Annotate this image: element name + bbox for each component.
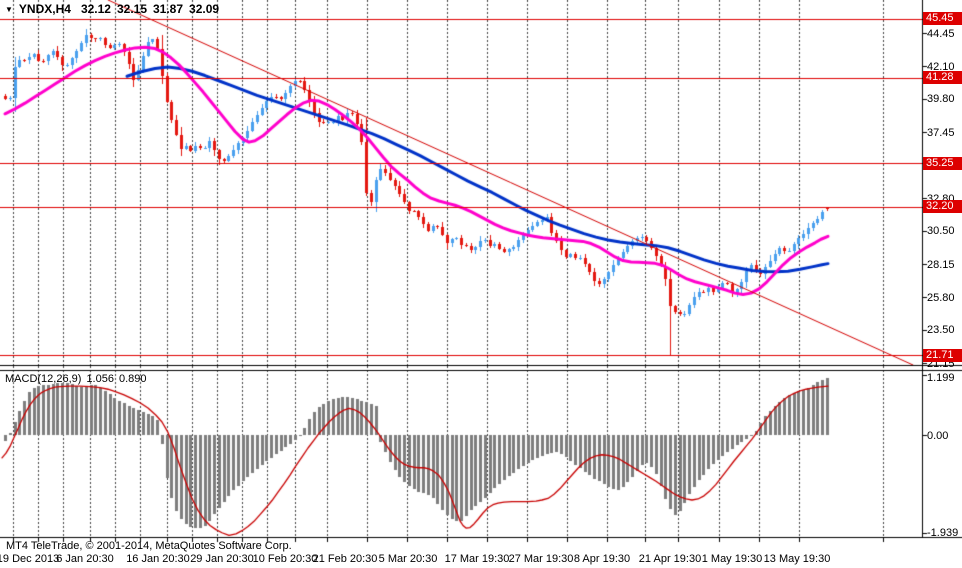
macd-name: MACD(12,26,9) (5, 373, 82, 385)
ohlc-low: 31.87 (153, 2, 184, 16)
ohlc-high: 32.15 (116, 2, 147, 16)
ohlc-close: 32.09 (189, 2, 220, 16)
ohlc-open: 32.12 (80, 2, 111, 16)
macd-value: 1.056 (86, 373, 114, 385)
symbol-timeframe-label: YNDX,H4 (18, 2, 71, 16)
macd-signal-value: 0.890 (118, 373, 147, 385)
macd-indicator-label: MACD(12,26,9) 1.056 0.890 (5, 373, 151, 385)
symbol-dropdown-icon[interactable]: ▼ (5, 5, 13, 14)
chart-title: ▼ YNDX,H4 32.12 32.15 31.87 32.09 (5, 2, 225, 16)
copyright-text: MT4 TeleTrade, © 2001-2014, MetaQuotes S… (6, 540, 292, 552)
